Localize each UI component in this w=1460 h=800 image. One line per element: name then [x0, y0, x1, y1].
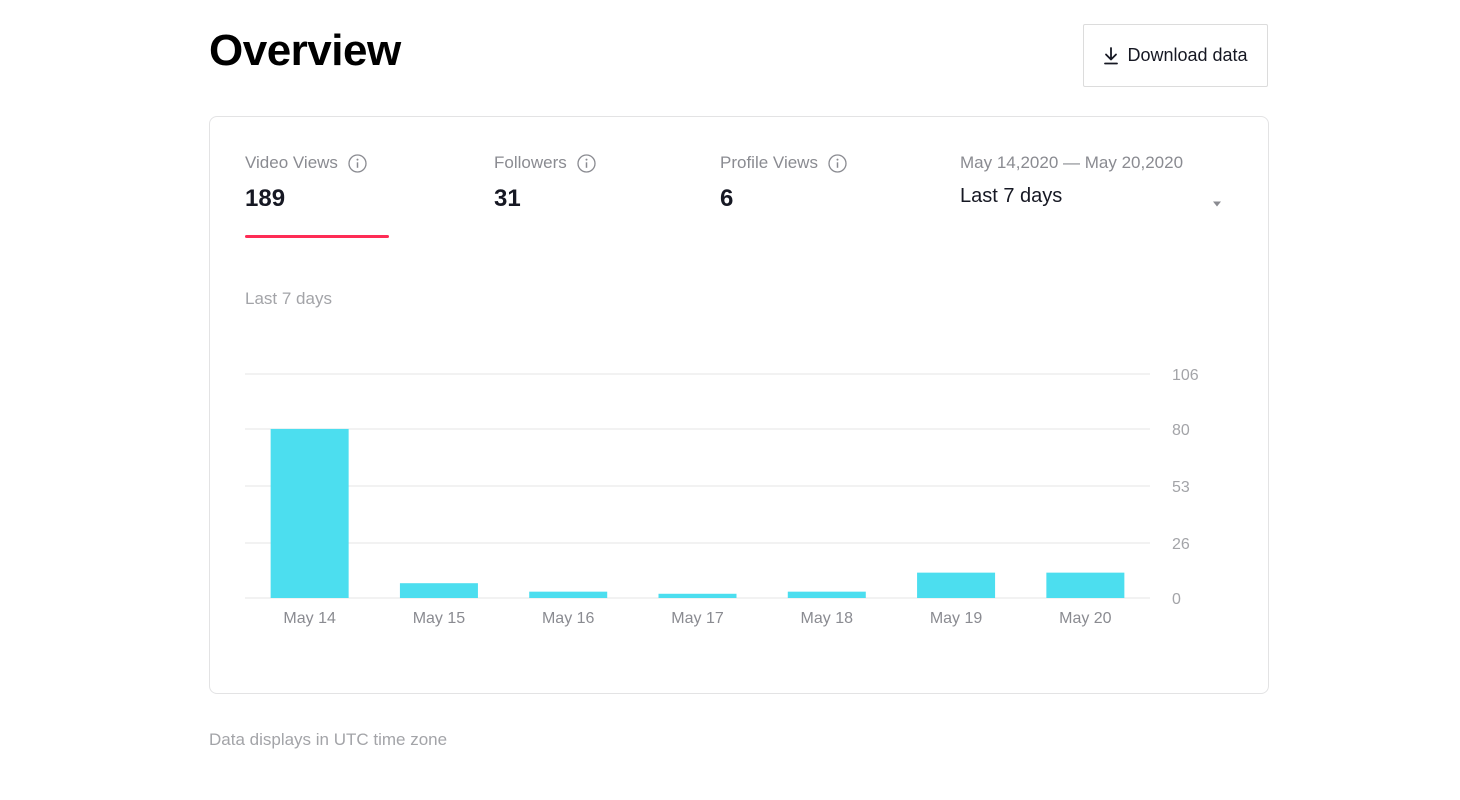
- info-icon[interactable]: [828, 153, 847, 173]
- overview-card: Video Views 189 Followers 31 Profile Vie…: [209, 116, 1269, 694]
- bar: [917, 572, 996, 598]
- y-tick-label: 53: [1172, 479, 1190, 496]
- y-tick-label: 106: [1172, 367, 1199, 384]
- x-tick-label: May 20: [1059, 610, 1112, 627]
- metric-label: Video Views: [245, 153, 338, 172]
- bar: [270, 428, 349, 598]
- info-icon[interactable]: [577, 153, 596, 173]
- bar: [399, 583, 478, 598]
- download-data-button[interactable]: Download data: [1083, 24, 1268, 87]
- date-range-text: May 14,2020 — May 20,2020: [960, 153, 1184, 172]
- download-data-label: Download data: [1127, 45, 1248, 65]
- bar-chart: 0 26 53 80 106 May 14 May 15 May 16 May 17 May 18…: [245, 367, 1199, 627]
- download-icon: [1103, 46, 1119, 65]
- timezone-footnote: Data displays in UTC time zone: [209, 730, 448, 749]
- x-tick-label: May 16: [542, 610, 595, 627]
- bar: [787, 591, 866, 598]
- date-range-selected: Last 7 days: [960, 185, 1063, 207]
- x-tick-label: May 17: [671, 610, 724, 627]
- info-icon[interactable]: [348, 153, 367, 173]
- metric-label: Profile Views: [720, 153, 818, 172]
- chart-caption: Last 7 days: [245, 289, 332, 308]
- x-tick-label: May 19: [930, 610, 983, 627]
- bar: [658, 593, 737, 598]
- active-metric-underline: [245, 235, 389, 238]
- metric-value: 31: [494, 185, 521, 212]
- caret-down-icon: [1212, 194, 1222, 206]
- metric-label: Followers: [494, 153, 567, 172]
- x-tick-label: May 15: [413, 610, 466, 627]
- y-tick-label: 26: [1172, 536, 1190, 553]
- x-tick-label: May 18: [801, 610, 854, 627]
- date-range-dropdown[interactable]: May 14,2020 — May 20,2020 Last 7 days: [960, 153, 1222, 208]
- y-tick-label: 0: [1172, 591, 1181, 608]
- metric-value: 6: [720, 185, 734, 212]
- y-tick-label: 80: [1172, 422, 1190, 439]
- metric-followers[interactable]: Followers 31: [494, 153, 596, 213]
- bar: [1046, 572, 1125, 598]
- x-tick-label: May 14: [283, 610, 336, 627]
- bar: [529, 591, 608, 598]
- page-title: Overview: [209, 26, 401, 75]
- metric-value: 189: [245, 185, 286, 212]
- metric-profile-views[interactable]: Profile Views 6: [720, 153, 847, 213]
- metric-video-views[interactable]: Video Views 189: [245, 153, 389, 238]
